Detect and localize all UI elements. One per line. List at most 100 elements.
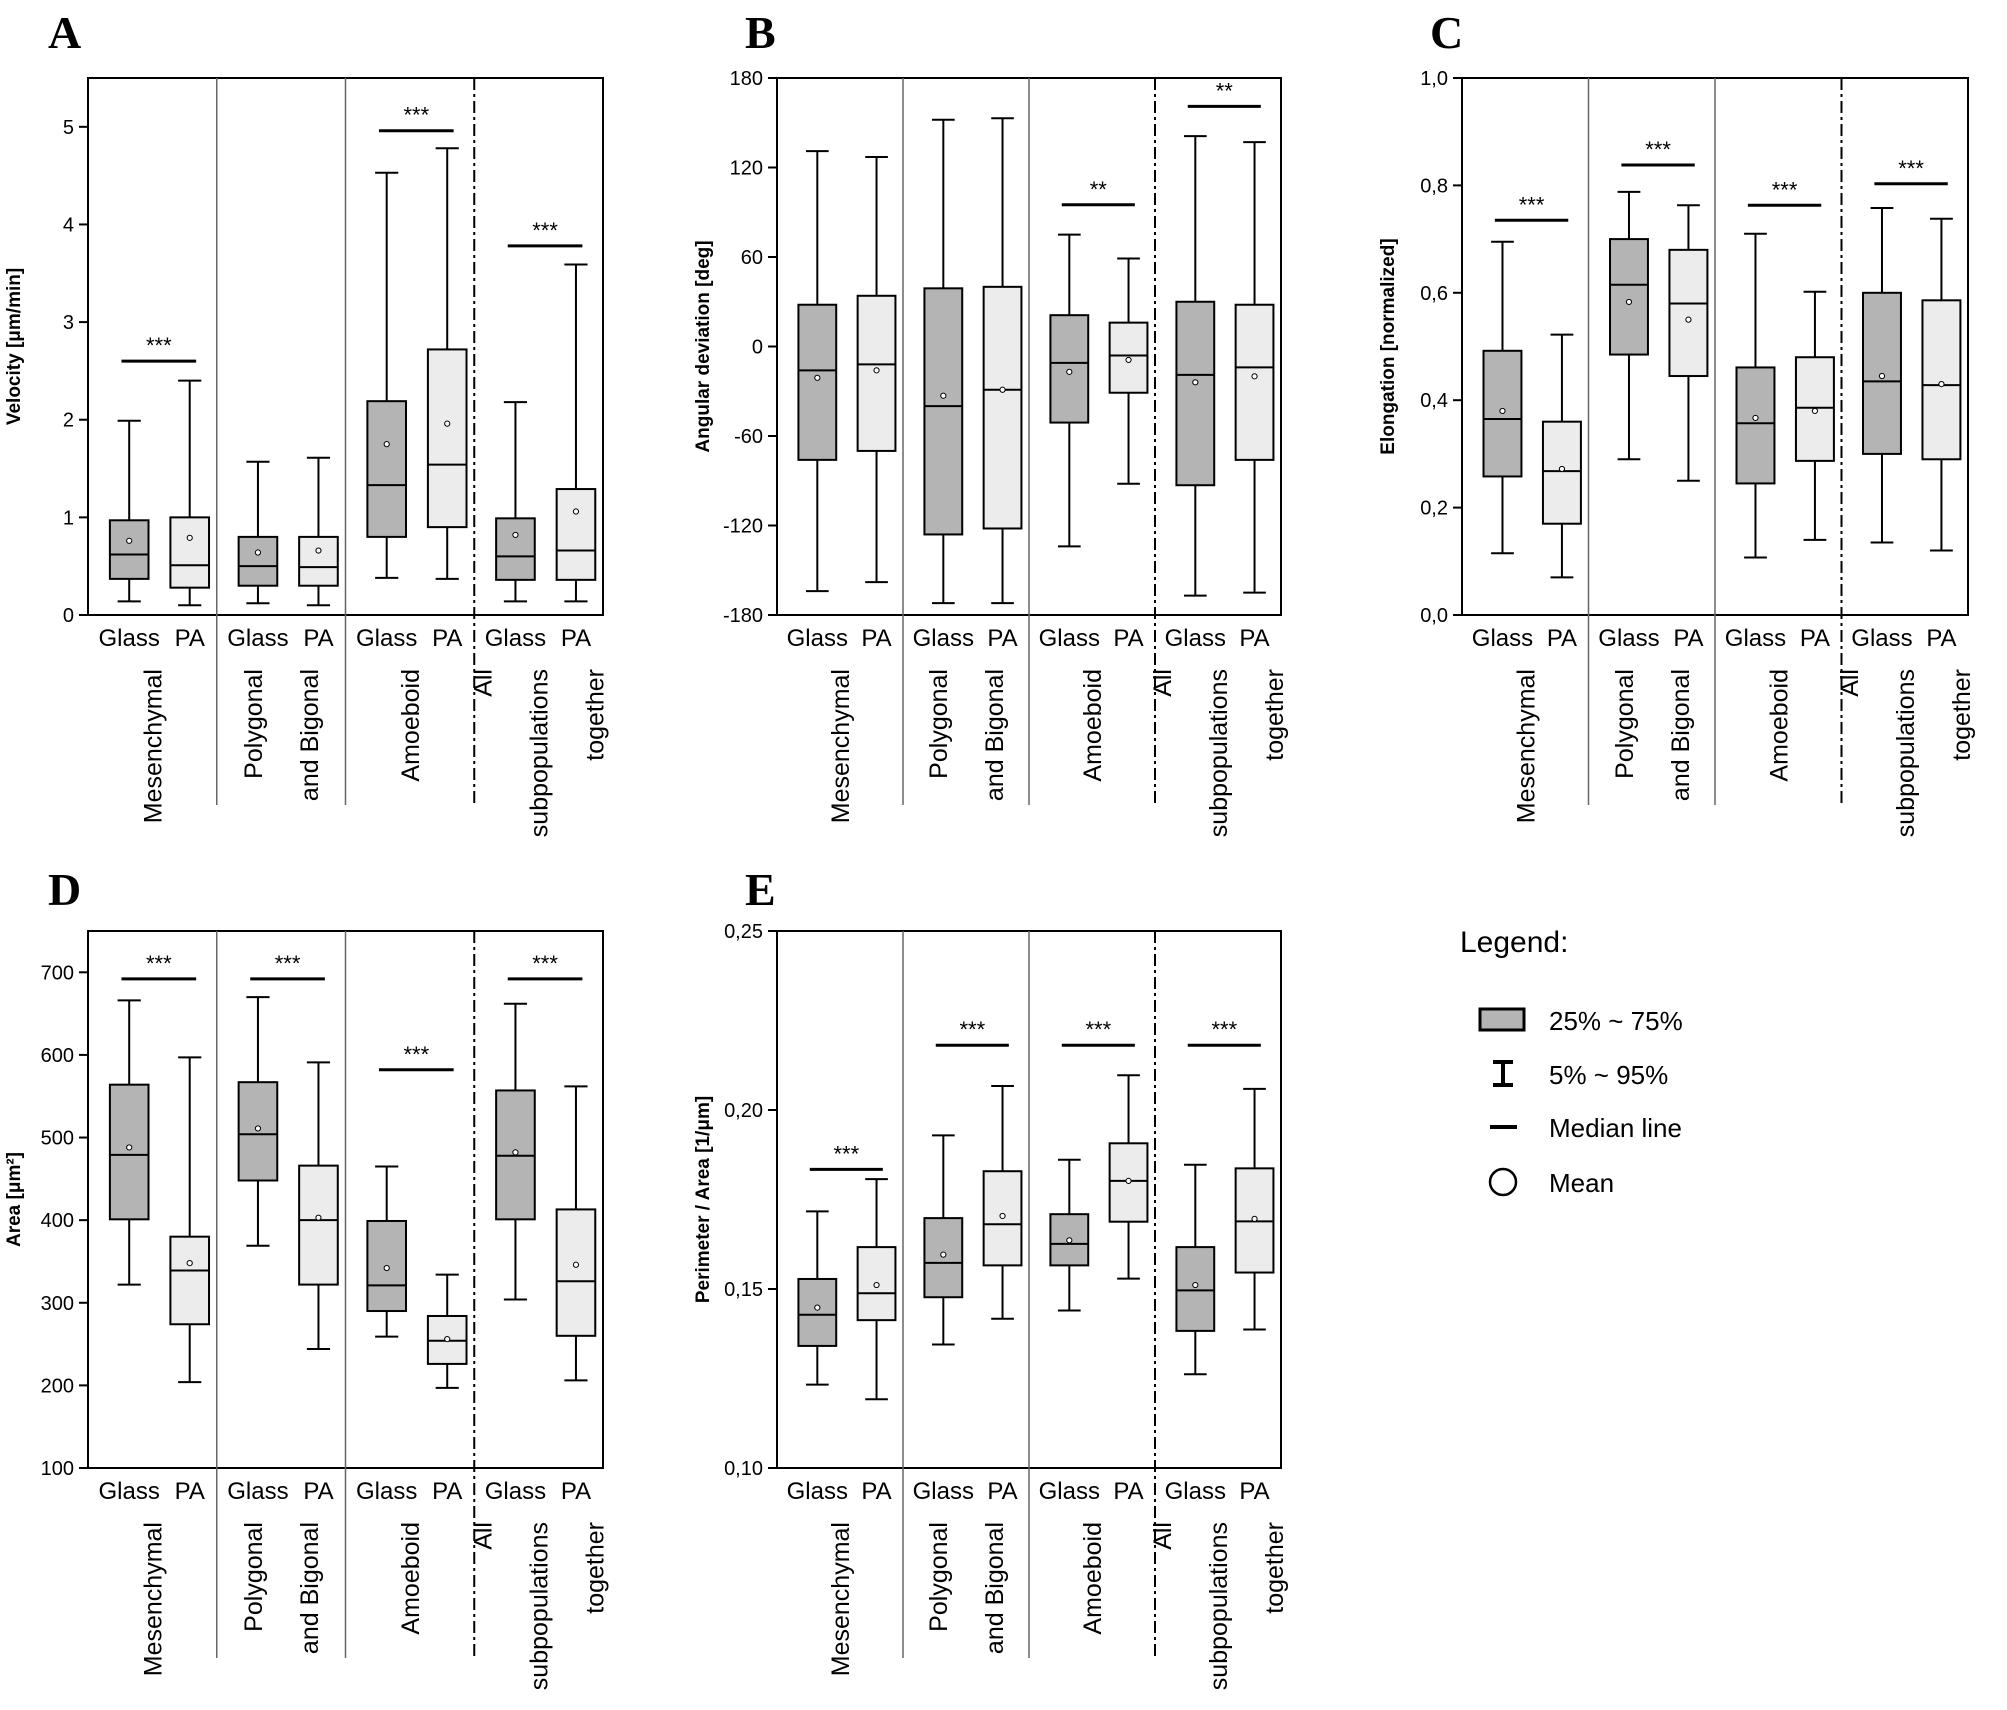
group-1: Glass PA *** Mesenchymal — [1472, 78, 1590, 823]
iqr-box — [797, 1277, 838, 1347]
mean-marker — [1878, 372, 1886, 380]
x-category-label: Glass — [913, 1478, 974, 1505]
x-category-label: Glass — [99, 1478, 160, 1505]
iqr-box — [555, 488, 597, 581]
group-label: subpopulations — [1205, 1522, 1233, 1690]
iqr-box — [1541, 420, 1582, 525]
iqr-box — [298, 535, 339, 587]
group-label: Mesenchymal — [139, 669, 167, 823]
box-glass: Glass — [1472, 240, 1533, 652]
legend-item-mean: Mean — [1488, 1167, 1614, 1198]
mean-marker — [1811, 407, 1819, 415]
box-pa: PA — [982, 1085, 1023, 1505]
mean-marker — [814, 374, 821, 381]
iqr-box — [298, 1164, 339, 1286]
y-tick-label: 5 — [63, 117, 74, 139]
y-tick-label: 500 — [41, 1128, 74, 1150]
mean-marker — [940, 392, 947, 399]
mean-marker — [1752, 414, 1759, 422]
mean-marker — [383, 1264, 390, 1272]
y-tick-label: 600 — [41, 1045, 74, 1067]
x-category-label: PA — [1239, 1478, 1269, 1505]
mean-marker — [1558, 465, 1566, 473]
box-glass: Glass — [1165, 1163, 1226, 1505]
iqr-box — [797, 303, 838, 461]
box-pa: PA — [169, 1056, 211, 1505]
group-4: Glass PA *** All subpopulations together — [470, 951, 610, 1690]
y-axis-label: Angular deviation [deg] — [693, 240, 714, 452]
group-label: subpopulations — [526, 1522, 554, 1690]
legend-item-median: Median line — [1490, 1113, 1682, 1143]
box-pa: PA — [426, 1273, 468, 1505]
y-tick-label: 0,4 — [1420, 390, 1448, 412]
x-category-label: PA — [1673, 625, 1703, 652]
mean-marker — [512, 1149, 519, 1156]
group-3: Glass PA *** Amoeboid — [356, 78, 476, 805]
significance-stars: *** — [959, 1017, 985, 1042]
panel-a: A 0 1 2 3 4 5 Velocity [μm/min] Glass PA *** Mesenc… — [4, 7, 610, 837]
mean-marker — [512, 531, 519, 539]
legend-label-whisker: 5% ~ 95% — [1549, 1060, 1668, 1090]
group-label: All — [470, 669, 498, 697]
y-tick-label: 200 — [41, 1375, 74, 1397]
y-tick-label: 1,0 — [1420, 68, 1448, 90]
box-glass: Glass — [787, 1210, 848, 1505]
y-axis-label: Elongation [normalized] — [1378, 238, 1399, 454]
iqr-box — [1175, 300, 1216, 487]
group-label: and Bigonal — [981, 1522, 1009, 1654]
group-label: Amoeboid — [397, 1522, 425, 1635]
box-glass: Glass — [227, 996, 289, 1505]
group-label: and Bigonal — [296, 1522, 324, 1654]
panel-c: C 0,0 0,2 0,4 0,6 0,8 1,0 Elongation [normalize… — [1378, 7, 1976, 837]
y-axis-label: Velocity [μm/min] — [4, 268, 25, 425]
box-pa: PA — [1921, 217, 1962, 652]
group-2: Glass PA *** Polygonal and Bigonal — [227, 931, 347, 1658]
group-3: Glass PA *** Amoeboid — [1039, 931, 1156, 1658]
mean-marker — [126, 537, 133, 544]
significance-stars: *** — [532, 218, 558, 243]
legend-label-box: 25% ~ 75% — [1549, 1006, 1683, 1036]
group-label: together — [582, 1522, 610, 1614]
x-category-label: Glass — [227, 1478, 288, 1505]
whisker-icon — [1493, 1060, 1513, 1087]
x-category-label: Glass — [1725, 625, 1786, 652]
group-2: Glass PA Polygonal and Bigonal — [913, 78, 1030, 805]
x-category-label: Glass — [227, 625, 288, 652]
x-category-label: PA — [987, 1478, 1017, 1505]
iqr-box — [366, 400, 408, 538]
mean-marker — [254, 1125, 262, 1132]
mean-marker — [572, 508, 580, 515]
x-category-label: Glass — [485, 1478, 546, 1505]
significance-stars: *** — [403, 1042, 429, 1067]
x-category-label: Glass — [787, 1478, 848, 1505]
x-category-label: PA — [561, 1478, 591, 1505]
legend-item-whisker: 5% ~ 95% — [1493, 1060, 1668, 1090]
iqr-box — [108, 519, 150, 580]
x-category-label: PA — [175, 1478, 205, 1505]
mean-marker — [1192, 1281, 1199, 1289]
group-3: Glass PA *** Amoeboid — [356, 931, 476, 1658]
box-pa: PA — [856, 1178, 897, 1505]
box-pa: PA — [555, 1085, 597, 1505]
box-pa: PA — [1794, 290, 1835, 652]
box-glass: Glass — [227, 460, 289, 652]
iqr-box — [169, 516, 211, 589]
group-label: Amoeboid — [1079, 1522, 1107, 1635]
mean-marker — [1125, 1177, 1132, 1184]
y-tick-label: 120 — [730, 158, 763, 180]
x-category-label: PA — [432, 1478, 462, 1505]
group-label: and Bigonal — [296, 669, 324, 801]
group-label: and Bigonal — [981, 669, 1009, 801]
box-pa: PA — [426, 147, 468, 652]
x-category-label: Glass — [1039, 625, 1100, 652]
panel-b: B -180 -120 -60 0 60 120 180 Angular deviation [… — [693, 7, 1289, 837]
mean-marker — [315, 547, 322, 554]
x-category-label: Glass — [1039, 1478, 1100, 1505]
significance-stars: *** — [1211, 1017, 1237, 1042]
iqr-box — [495, 517, 536, 581]
significance-stars: *** — [532, 951, 558, 976]
group-label: Polygonal — [925, 1522, 953, 1632]
y-tick-label: 100 — [41, 1458, 74, 1480]
panel-d: D 100 200 300 400 500 600 700 Area [μm²] Glass PA *… — [4, 864, 610, 1690]
box-glass: Glass — [485, 401, 546, 652]
